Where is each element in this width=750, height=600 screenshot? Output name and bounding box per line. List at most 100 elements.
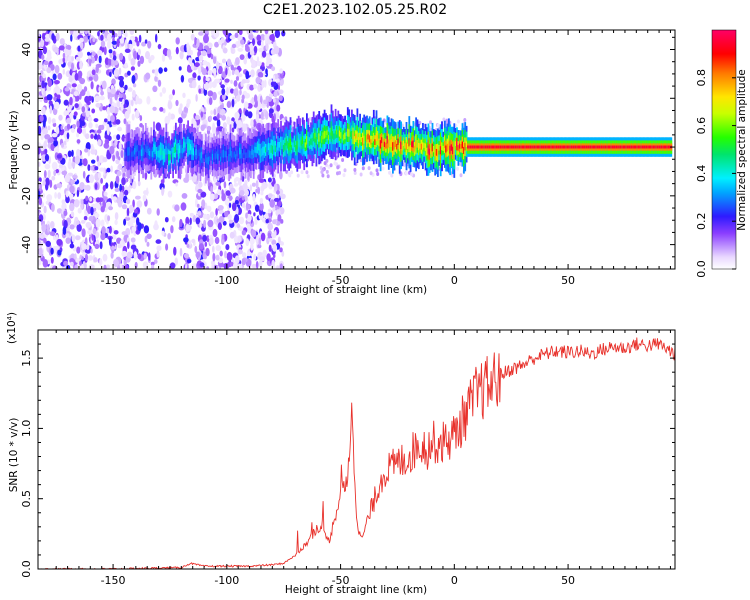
heatmap-cell bbox=[87, 205, 92, 215]
heatmap-cell bbox=[151, 264, 155, 269]
heatmap-cell bbox=[178, 66, 182, 71]
heatmap-cell bbox=[117, 199, 123, 208]
heatmap-ridge-cell bbox=[452, 146, 454, 155]
heatmap-ridge-cell bbox=[140, 149, 143, 157]
heatmap-cell bbox=[375, 168, 379, 173]
heatmap-cell bbox=[255, 180, 259, 189]
heatmap-cell bbox=[77, 207, 82, 214]
heatmap-ridge-cell bbox=[520, 145, 523, 149]
heatmap-cell bbox=[147, 40, 152, 49]
heatmap-cell bbox=[258, 237, 262, 246]
heatmap-cell bbox=[201, 199, 206, 209]
heatmap-ridge-cell bbox=[658, 145, 660, 149]
heatmap-cell bbox=[321, 173, 325, 178]
heatmap-ridge-cell bbox=[286, 141, 289, 149]
heatmap-cell bbox=[175, 99, 179, 107]
heatmap-cell bbox=[102, 200, 106, 209]
heatmap-ridge-cell bbox=[303, 141, 306, 149]
heatmap-ridge-cell bbox=[486, 145, 488, 149]
heatmap-ridge-cell bbox=[595, 145, 598, 149]
heatmap-ridge-cell bbox=[475, 145, 478, 149]
heatmap-ridge-cell bbox=[296, 141, 299, 150]
heatmap-cell bbox=[260, 232, 266, 242]
heatmap-ridge-cell bbox=[574, 145, 577, 149]
heatmap-ridge-cell bbox=[503, 145, 506, 149]
heatmap-cell bbox=[88, 174, 95, 184]
heatmap-ridge-cell bbox=[256, 144, 259, 150]
heatmap-cell bbox=[241, 252, 247, 258]
heatmap-cell bbox=[52, 73, 57, 81]
heatmap-cell bbox=[71, 161, 76, 168]
heatmap-cell bbox=[38, 237, 41, 247]
heatmap-cell bbox=[260, 34, 266, 41]
heatmap-cell bbox=[167, 190, 173, 198]
heatmap-ridge-cell bbox=[598, 145, 600, 149]
heatmap-ridge-cell bbox=[636, 145, 639, 149]
heatmap-ridge-cell bbox=[495, 145, 498, 149]
heatmap-cell bbox=[226, 116, 231, 125]
heatmap-cell bbox=[97, 161, 101, 167]
heatmap-cell bbox=[230, 88, 234, 94]
heatmap-ridge-cell bbox=[362, 137, 364, 146]
heatmap-cell bbox=[175, 182, 178, 187]
heatmap-cell bbox=[53, 147, 60, 153]
heatmap-cell bbox=[54, 101, 60, 109]
heatmap-cell bbox=[69, 243, 75, 249]
heatmap-cell bbox=[271, 66, 276, 72]
heatmap-ridge-cell bbox=[265, 147, 267, 153]
heatmap-cell bbox=[148, 252, 151, 261]
heatmap-cell bbox=[146, 207, 152, 215]
heatmap-ridge-cell bbox=[570, 145, 573, 149]
heatmap-cell bbox=[76, 189, 80, 198]
heatmap-cell bbox=[45, 177, 50, 187]
heatmap-cell bbox=[182, 92, 186, 99]
heatmap-cell bbox=[137, 180, 141, 187]
heatmap-cell bbox=[41, 80, 45, 89]
heatmap-cell bbox=[133, 50, 138, 60]
heatmap-cell bbox=[325, 158, 329, 163]
heatmap-ridge-cell bbox=[312, 133, 315, 142]
heatmap-cell bbox=[259, 256, 265, 261]
heatmap-ridge-cell bbox=[622, 145, 625, 149]
heatmap-cell bbox=[279, 68, 283, 74]
heatmap-cell bbox=[281, 250, 285, 257]
heatmap-cell bbox=[111, 57, 114, 67]
heatmap-cell bbox=[124, 264, 129, 269]
heatmap-cell bbox=[202, 60, 208, 66]
heatmap-cell bbox=[139, 123, 144, 128]
heatmap-cell bbox=[85, 195, 89, 201]
heatmap-cell bbox=[70, 127, 75, 133]
heatmap-ridge-cell bbox=[655, 145, 658, 149]
heatmap-cell bbox=[218, 257, 223, 264]
heatmap-cell bbox=[226, 251, 233, 261]
heatmap-cell bbox=[198, 55, 204, 62]
heatmap-cell bbox=[186, 243, 190, 248]
heatmap-cell bbox=[124, 216, 131, 221]
heatmap-cell bbox=[165, 243, 169, 251]
heatmap-cell bbox=[63, 260, 69, 267]
heatmap-ridge-cell bbox=[330, 127, 333, 136]
heatmap-cell bbox=[110, 165, 113, 173]
heatmap-cell bbox=[100, 233, 106, 241]
heatmap-cell bbox=[100, 219, 105, 227]
heatmap-cell bbox=[118, 163, 123, 170]
heatmap-cell bbox=[141, 41, 147, 47]
heatmap-ridge-cell bbox=[625, 145, 628, 149]
heatmap-ridge-cell bbox=[497, 145, 499, 149]
heatmap-ridge-cell bbox=[437, 149, 439, 157]
heatmap-cell bbox=[218, 263, 225, 268]
heatmap-ridge-cell bbox=[138, 150, 140, 159]
heatmap-cell bbox=[83, 36, 88, 43]
heatmap-cell bbox=[150, 261, 155, 266]
heatmap-cell bbox=[161, 87, 167, 94]
heatmap-ridge-cell bbox=[576, 145, 579, 149]
heatmap-cell bbox=[51, 133, 58, 138]
heatmap-ridge-cell bbox=[553, 145, 555, 149]
heatmap-cell bbox=[197, 188, 203, 194]
heatmap-cell bbox=[209, 115, 213, 122]
heatmap-cell bbox=[55, 126, 60, 135]
heatmap-ridge-cell bbox=[266, 144, 269, 153]
heatmap-cell bbox=[251, 97, 255, 104]
heatmap-ridge-cell bbox=[479, 145, 482, 149]
heatmap-cell bbox=[249, 42, 253, 52]
